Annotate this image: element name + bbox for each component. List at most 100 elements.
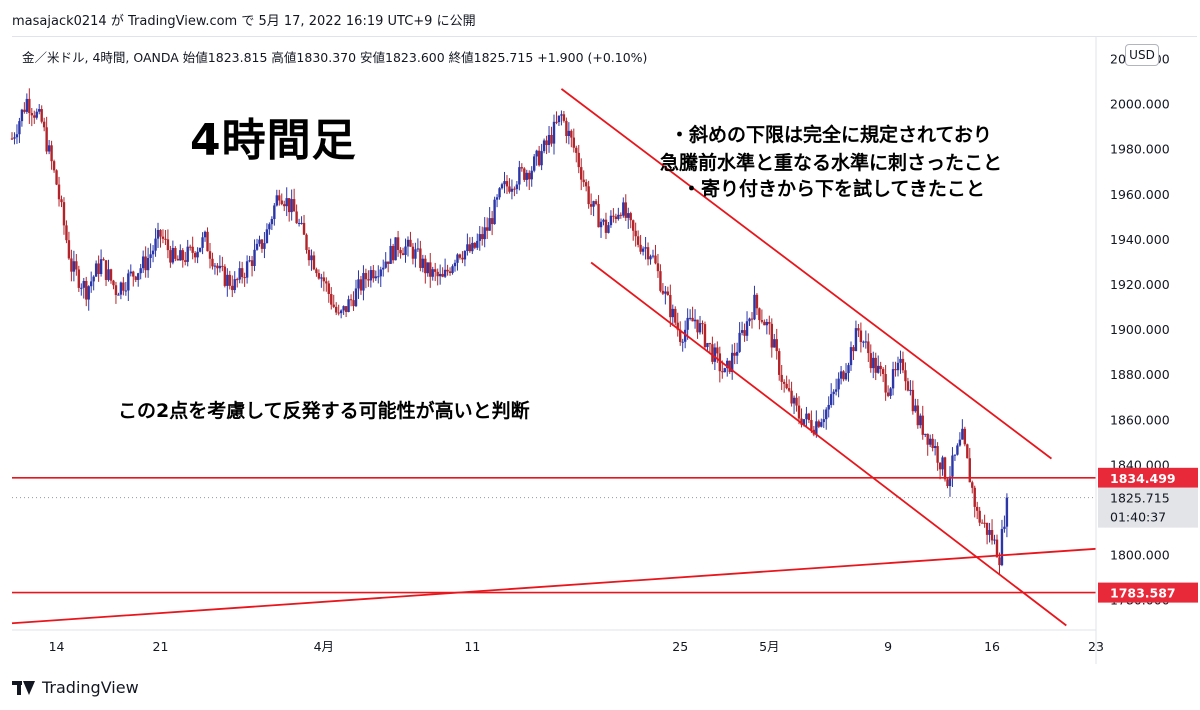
candle-body — [966, 444, 969, 459]
candle-body — [117, 294, 120, 296]
candle-body — [750, 318, 754, 320]
candle-body — [221, 265, 224, 267]
candle-body — [495, 197, 499, 200]
candle-body — [483, 227, 486, 240]
candle-body — [582, 179, 585, 183]
candle-body — [421, 258, 425, 268]
level-price-label: 1834.499 — [1110, 471, 1176, 486]
candle-body — [565, 120, 568, 136]
candle-body — [926, 433, 929, 445]
candle-body — [577, 152, 580, 168]
candle-body — [30, 113, 33, 116]
candle-body — [587, 186, 590, 205]
candle-body — [364, 273, 368, 280]
candle-body — [446, 269, 449, 272]
candle-body — [498, 188, 501, 198]
candle-body — [132, 271, 135, 277]
price-tick-label: 1880.000 — [1110, 367, 1170, 382]
candle-body — [867, 341, 870, 354]
candle-body — [758, 308, 761, 321]
candle-body — [636, 236, 640, 245]
candle-body — [386, 261, 390, 264]
candle-body — [894, 369, 897, 371]
candle-body — [146, 257, 150, 271]
candle-body — [347, 299, 350, 312]
candle-body — [958, 439, 962, 446]
candle-body — [575, 147, 578, 153]
candle-body — [716, 347, 719, 354]
candle-body — [339, 310, 343, 314]
note-line-1: ・斜めの下限は完全に規定されており — [670, 124, 992, 146]
candle-body — [691, 317, 694, 322]
candle-body — [109, 269, 113, 281]
candle-body — [176, 258, 180, 261]
candle-body — [419, 248, 422, 268]
candle-body — [292, 199, 296, 212]
candle-body — [773, 339, 776, 348]
candle-body — [829, 394, 833, 405]
time-tick-label: 9 — [884, 639, 892, 654]
candle-body — [693, 319, 697, 322]
candle-body — [223, 266, 227, 286]
candle-body — [463, 250, 467, 260]
candle-body — [377, 276, 380, 278]
candle-body — [478, 234, 481, 241]
bar-countdown-label: 01:40:37 — [1110, 510, 1166, 525]
time-tick-label: 14 — [49, 639, 65, 654]
candle-body — [104, 260, 108, 280]
candle-body — [904, 370, 907, 382]
candle-body — [770, 323, 773, 348]
note-line-3: ・寄り付きから下を試してきたこと — [682, 178, 985, 200]
candle-body — [112, 280, 115, 286]
candle-body — [844, 373, 848, 380]
candle-body — [411, 246, 415, 259]
candle-body — [976, 506, 979, 511]
candle-body — [23, 109, 26, 112]
candle-body — [978, 510, 981, 523]
candle-body — [13, 137, 16, 139]
trendline-support-diagonal — [11, 547, 1097, 625]
candle-body — [839, 371, 843, 379]
candle-body — [367, 279, 370, 281]
candle-body — [434, 269, 437, 272]
candle-body — [889, 388, 892, 396]
candle-body — [743, 330, 746, 336]
candle-body — [723, 368, 726, 373]
candle-body — [523, 168, 526, 180]
tradingview-watermark[interactable]: TradingView — [12, 678, 139, 697]
candle-body — [75, 261, 78, 270]
candle-body — [738, 332, 741, 352]
time-tick-label: 4月 — [314, 639, 334, 654]
candle-body — [778, 351, 781, 375]
candle-body — [198, 247, 202, 252]
candle-body — [740, 330, 744, 333]
candle-body — [936, 446, 939, 463]
candle-body — [265, 229, 269, 244]
candle-body — [231, 285, 234, 291]
candle-body — [134, 276, 137, 280]
candle-body — [97, 263, 100, 274]
axes: 2020.0002000.0001980.0001960.0001940.000… — [12, 37, 1198, 664]
candle-body — [832, 391, 835, 395]
candle-body — [592, 201, 595, 207]
candle-body — [406, 239, 410, 247]
candle-body — [238, 268, 241, 280]
candle-body — [896, 362, 900, 371]
candle-body — [535, 150, 538, 157]
candle-body — [473, 242, 477, 248]
note-line-2: 急騰前水準と重なる水準に刺さったこと — [660, 152, 1003, 174]
candle-body — [203, 231, 207, 238]
candle-body — [362, 273, 365, 291]
candle-body — [476, 240, 479, 248]
candle-body — [233, 279, 236, 291]
currency-selector[interactable]: USD — [1125, 44, 1159, 66]
candle-body — [344, 306, 348, 312]
time-tick-label: 11 — [464, 639, 480, 654]
candle-body — [924, 433, 927, 435]
candle-body — [763, 321, 766, 326]
candle-body — [384, 261, 387, 268]
candle-body — [933, 446, 937, 449]
candle-body — [666, 291, 670, 295]
trendline-channel-lower — [590, 261, 1067, 627]
